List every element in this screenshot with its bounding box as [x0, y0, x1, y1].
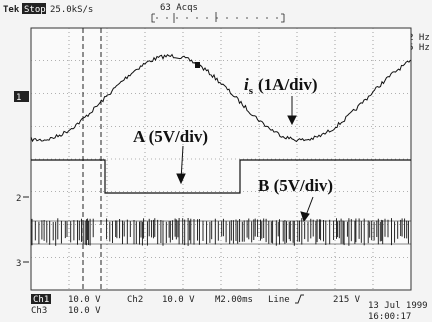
- footer-trigger-level: 215 V: [333, 295, 361, 305]
- ch2-marker: 2: [16, 194, 21, 204]
- footer-time: 16:00:17: [368, 312, 411, 322]
- acquisitions: 63 Acqs: [160, 3, 198, 13]
- footer-ch3: Ch3: [31, 306, 47, 316]
- footer-ch2-scale: 10.0 V: [162, 295, 195, 305]
- trigger-point: [195, 62, 200, 68]
- b-label: B (5V/div): [258, 176, 333, 195]
- ch3-marker: 3: [16, 259, 21, 269]
- status: Stop: [24, 5, 46, 15]
- footer-date: 13 Jul 1999: [368, 301, 428, 311]
- a-label: A (5V/div): [133, 127, 208, 146]
- sample-rate: 25.0kS/s: [50, 5, 93, 15]
- footer-ch2: Ch2: [127, 295, 143, 305]
- ch1-marker: 1: [16, 93, 21, 103]
- footer-ch1: Ch1: [33, 295, 49, 305]
- footer-ch3-scale: 10.0 V: [68, 306, 101, 316]
- footer-timebase: M2.00ms: [215, 295, 253, 305]
- footer-trigger-source: Line: [268, 295, 290, 305]
- current-subscript: s: [249, 85, 254, 97]
- brand: Tek: [3, 5, 20, 15]
- footer-ch1-scale: 10.0 V: [68, 295, 101, 305]
- scope-screen: Tek Stop 25.0kS/s 63 Acqs Δ: 862 Hz @: 1…: [0, 0, 432, 322]
- current-scale: (1A/div): [258, 75, 318, 94]
